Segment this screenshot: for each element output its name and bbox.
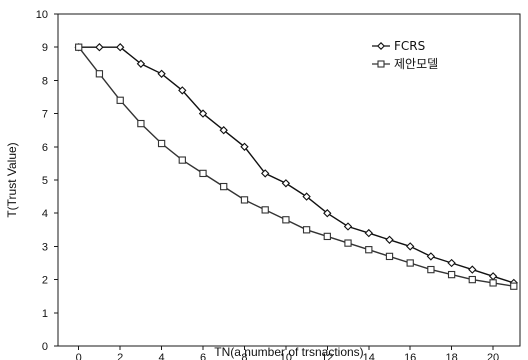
fcrs-point bbox=[364, 228, 373, 238]
legend-marker-1 bbox=[377, 42, 385, 50]
y-tick-label: 7 bbox=[42, 109, 48, 121]
fcrs-point bbox=[95, 43, 104, 52]
fcrs-point bbox=[343, 222, 353, 231]
fcrs-point bbox=[240, 142, 249, 151]
proposed-model-point bbox=[323, 232, 331, 241]
y-tick-label: 0 bbox=[42, 341, 48, 353]
x-tick-label: 18 bbox=[446, 352, 458, 360]
legend-marker-2 bbox=[377, 60, 385, 68]
proposed-model-point bbox=[137, 119, 145, 128]
x-tick-label: 2 bbox=[117, 352, 123, 360]
x-tick-label: 4 bbox=[159, 352, 165, 360]
proposed-model-point bbox=[95, 70, 104, 78]
fcrs-point bbox=[178, 86, 187, 95]
y-axis-title: T(Trust Value) bbox=[5, 142, 19, 217]
y-tick-label: 9 bbox=[42, 42, 48, 54]
proposed-model-point bbox=[510, 282, 518, 290]
proposed-model-point bbox=[178, 156, 186, 164]
proposed-model-point bbox=[447, 270, 456, 279]
fcrs-point bbox=[302, 192, 311, 201]
fcrs-point bbox=[468, 265, 477, 274]
proposed-model-point bbox=[220, 182, 228, 191]
fcrs-point bbox=[116, 43, 125, 52]
x-tick-label: 20 bbox=[487, 352, 499, 360]
proposed-model-point bbox=[282, 216, 290, 224]
fcrs-point bbox=[198, 109, 208, 118]
proposed-model-point bbox=[75, 43, 83, 51]
proposed-model-point bbox=[302, 226, 311, 234]
proposed-model-point bbox=[427, 265, 435, 274]
legend: FCRS 제안모델 bbox=[372, 39, 438, 71]
proposed-model-point bbox=[489, 279, 497, 287]
proposed-model-point bbox=[199, 169, 207, 178]
x-tick-label: 16 bbox=[404, 352, 416, 360]
proposed-model-point bbox=[240, 196, 249, 204]
fcrs-point bbox=[488, 272, 498, 281]
y-tick-label: 1 bbox=[42, 308, 48, 320]
x-tick-label: 6 bbox=[200, 352, 206, 360]
y-tick-label: 3 bbox=[42, 241, 48, 253]
y-tick-label: 2 bbox=[42, 275, 48, 287]
fcrs-point bbox=[447, 258, 456, 268]
fcrs-point bbox=[323, 209, 332, 218]
proposed-model-point bbox=[385, 252, 394, 261]
proposed-model-point bbox=[261, 206, 269, 214]
x-axis-title: TN(a number of trsnactions) bbox=[214, 345, 363, 359]
fcrs-point bbox=[157, 69, 166, 78]
fcrs-point bbox=[406, 242, 415, 251]
proposed-model-point bbox=[468, 275, 476, 284]
proposed-model-point bbox=[344, 239, 352, 247]
series-line-1 bbox=[78, 46, 515, 284]
fcrs-point bbox=[281, 179, 291, 188]
fcrs-point bbox=[219, 126, 228, 135]
y-tick-label: 6 bbox=[42, 142, 48, 154]
plot-frame bbox=[57, 13, 521, 347]
x-tick-label: 14 bbox=[363, 352, 375, 360]
series-line-2 bbox=[78, 46, 514, 287]
x-tick-label: 8 bbox=[241, 352, 247, 360]
fcrs-point bbox=[136, 59, 146, 68]
fcrs-point bbox=[385, 235, 394, 244]
x-tick-label: 12 bbox=[321, 352, 333, 360]
series-layer bbox=[74, 43, 518, 290]
x-tick-label: 0 bbox=[76, 352, 82, 360]
fcrs-point bbox=[426, 252, 436, 261]
legend-label-1: FCRS bbox=[394, 39, 425, 53]
fcrs-point bbox=[261, 169, 270, 178]
proposed-model-point bbox=[157, 139, 166, 148]
y-tick-label: 4 bbox=[42, 208, 48, 220]
proposed-model-point bbox=[365, 246, 373, 254]
y-tick-label: 5 bbox=[42, 175, 48, 187]
proposed-model-point bbox=[116, 96, 124, 104]
y-tick-label: 8 bbox=[42, 75, 48, 87]
proposed-model-point bbox=[406, 259, 414, 267]
x-tick-label: 10 bbox=[280, 352, 292, 360]
legend-label-2: 제안모델 bbox=[394, 57, 438, 71]
y-tick-label: 10 bbox=[36, 9, 48, 21]
